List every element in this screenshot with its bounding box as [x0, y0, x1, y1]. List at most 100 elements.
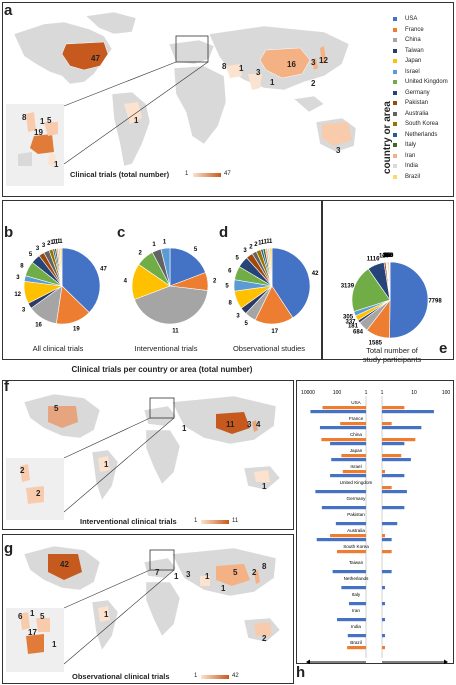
- left-bar: [316, 538, 366, 542]
- map-g-label-usa: 42: [60, 560, 69, 569]
- panel-label-e: e: [439, 340, 448, 357]
- left-bar: [322, 406, 366, 410]
- pie-value-label: 50: [383, 253, 390, 259]
- pie-value-label: 3: [236, 314, 240, 320]
- pie-value-label: 5: [245, 321, 249, 327]
- legend-label: USA: [405, 16, 418, 22]
- right-bar: [382, 442, 405, 446]
- legend-label: China: [405, 37, 421, 43]
- map-g-label-china: 5: [233, 568, 238, 577]
- pie-value-label: 181: [348, 324, 359, 330]
- map-g-inset-italy: 1: [52, 640, 57, 649]
- left-arrow-head: [306, 659, 310, 664]
- bar-category-label: Netherlands: [344, 576, 369, 581]
- pie-value-label: 1: [263, 240, 267, 246]
- legend-swatch: [393, 48, 397, 53]
- pie-value-label: 2: [254, 242, 258, 248]
- legend-item: United Kingdom: [393, 79, 448, 85]
- pie-value-label: 3: [42, 243, 46, 249]
- right-bar: [382, 426, 422, 430]
- map-g-label-iran: 1: [174, 572, 179, 581]
- caption-e1: Total number of: [366, 346, 418, 355]
- right-bar: [382, 454, 402, 458]
- right-bar: [382, 602, 385, 606]
- pie-value-label: 1: [258, 241, 262, 247]
- panel-label-g: g: [4, 540, 14, 557]
- pie-slice: [61, 247, 101, 313]
- legend-label: Australia: [405, 110, 429, 117]
- legend-item: Italy: [393, 142, 416, 148]
- pie-value-label: 1: [55, 239, 59, 245]
- left-bar: [337, 618, 366, 622]
- panel-label-f: f: [4, 378, 9, 395]
- map-a-inset-italy: 1: [54, 160, 59, 169]
- right-bar: [382, 534, 385, 538]
- right-bar: [382, 470, 385, 474]
- legend-title: country or area: [382, 101, 393, 174]
- bar-category-label: Brazil: [350, 640, 362, 645]
- pie-value-label: 4: [124, 279, 128, 285]
- pie-value-label: 8: [20, 263, 24, 269]
- left-bar: [340, 422, 366, 426]
- pie-slice: [134, 285, 209, 325]
- panel-a-frame: [2, 2, 454, 197]
- pie-value-label: 8: [229, 301, 233, 307]
- pie-value-label: 1585: [369, 341, 383, 347]
- panel-h-frame: [296, 380, 454, 664]
- map-g-inset-germany: 5: [40, 612, 45, 621]
- panel-g-frame: [2, 534, 294, 684]
- legend-label: Japan: [405, 58, 422, 64]
- pie-value-label: 18: [386, 253, 393, 259]
- pie-value-label: 1: [163, 239, 167, 245]
- map-g-label-korea: 2: [252, 568, 257, 577]
- bar-category-label: Israel: [350, 464, 361, 469]
- world-map-a: [6, 11, 357, 186]
- left-bar: [347, 646, 366, 650]
- map-g-scale-max: 42: [232, 673, 239, 679]
- china-shape: [259, 47, 311, 79]
- caption-d: Observational studies: [232, 344, 306, 353]
- left-axis-tick: 1: [365, 390, 368, 396]
- right-bar: [382, 422, 392, 426]
- map-a-label-europe: 8: [222, 62, 227, 71]
- pie-value-label: 15: [384, 253, 391, 259]
- left-bar: [331, 458, 366, 462]
- pie-value-label: 1116: [367, 256, 380, 262]
- right-bar: [382, 458, 411, 462]
- pie-value-label: 16: [387, 253, 394, 259]
- map-g-inset-france: 17: [28, 628, 37, 637]
- legend-swatch: [393, 80, 397, 84]
- map-g-label-india: 3: [186, 570, 191, 579]
- legend-item: South Korea: [393, 121, 438, 127]
- bar-category-label: Germany: [347, 496, 367, 501]
- right-bar: [382, 570, 392, 574]
- legend-swatch: [393, 122, 397, 126]
- bar-charts: 10000 100 1 1 10 100 USA France China Japan Israel…: [301, 390, 450, 664]
- pie-value-label: 16: [35, 322, 42, 328]
- caption-c: Interventional trials: [134, 344, 198, 353]
- pie-value-label: 2: [249, 244, 253, 250]
- legend-item: France: [393, 27, 424, 33]
- legend-swatch: [393, 143, 397, 147]
- right-bar: [382, 586, 385, 590]
- pies-frame: [2, 200, 322, 360]
- pie-value-label: 5: [194, 247, 198, 253]
- panel-e-frame: [322, 200, 454, 360]
- map-f-label-china: 11: [226, 420, 235, 429]
- legend-label: Pakistan: [405, 100, 429, 106]
- pie-value-label: 1: [57, 239, 61, 245]
- map-a-label-china: 16: [287, 60, 296, 69]
- pie-value-label: 1: [152, 242, 156, 248]
- pie-value-label: 42: [312, 271, 319, 277]
- pie-value-label: 1: [261, 240, 265, 246]
- legend-label: Italy: [405, 142, 417, 148]
- legend-item: Australia: [393, 111, 428, 117]
- panel-label-c: c: [117, 224, 126, 241]
- map-f-title: Interventional clinical trials: [80, 517, 177, 526]
- legend-item: Japan: [393, 58, 421, 64]
- right-bar: [382, 438, 416, 442]
- pie-value-label: 19: [73, 327, 80, 333]
- map-g-label-australia: 2: [262, 634, 267, 643]
- left-axis-tick: 100: [333, 390, 342, 396]
